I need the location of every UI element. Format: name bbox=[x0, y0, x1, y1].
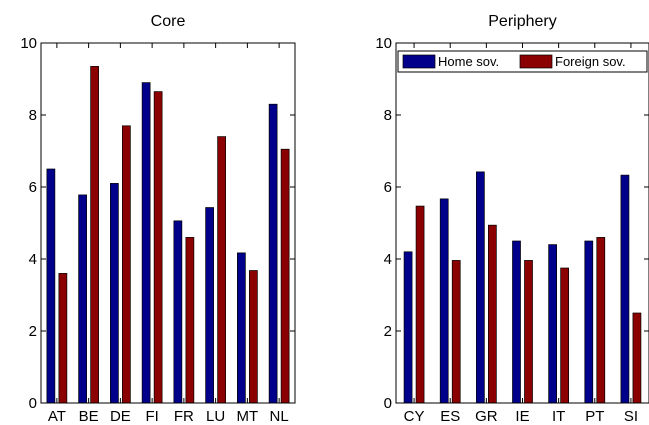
y-tick-label: 0 bbox=[384, 395, 392, 412]
y-tick-label: 6 bbox=[384, 179, 392, 196]
x-tick-label: ES bbox=[440, 408, 460, 425]
bar-at-series-2 bbox=[58, 273, 68, 404]
x-tick-label: PT bbox=[585, 408, 604, 425]
x-tick-label: SI bbox=[624, 408, 638, 425]
axes-frame bbox=[395, 42, 649, 404]
bar-lu-series-2 bbox=[217, 136, 226, 404]
legend: Home sov. Foreign sov. bbox=[397, 50, 648, 73]
bar-si-series-1 bbox=[620, 174, 630, 404]
bar-lu-series-1 bbox=[205, 207, 214, 404]
bar-be-series-1 bbox=[78, 194, 87, 404]
bar-ie-series-2 bbox=[524, 260, 533, 404]
y-tick-label: 10 bbox=[375, 35, 392, 52]
bar-fi-series-1 bbox=[141, 82, 151, 404]
bar-nl-series-1 bbox=[268, 103, 278, 404]
x-tick-label: NL bbox=[270, 408, 289, 425]
bar-pt-series-2 bbox=[596, 237, 606, 404]
bar-gr-series-1 bbox=[476, 171, 485, 404]
chart-title: Core bbox=[151, 13, 186, 30]
x-tick-label: BE bbox=[79, 408, 99, 425]
bar-es-series-2 bbox=[451, 260, 461, 404]
bar-it-series-1 bbox=[548, 244, 557, 404]
bar-de-series-1 bbox=[110, 183, 119, 404]
legend-label: Foreign sov. bbox=[555, 54, 626, 69]
chart-panel-core: Core AT BE DE FI FR LU MT NL 0 2 4 6 8 10 bbox=[20, 13, 296, 425]
y-tick-label: 2 bbox=[384, 323, 392, 340]
y-tick-label: 8 bbox=[384, 107, 392, 124]
legend-swatch bbox=[519, 54, 553, 69]
x-tick-label: AT bbox=[48, 408, 66, 425]
bar-cy-series-1 bbox=[403, 251, 413, 404]
chart-panel-periphery: Periphery CY ES GR IE IT PT SI 0 2 4 6 8 10 Home sov. F… bbox=[375, 13, 649, 425]
x-tick-label: FI bbox=[145, 408, 158, 425]
chart-title: Periphery bbox=[488, 13, 556, 30]
bar-fr-series-1 bbox=[173, 220, 183, 404]
bar-ie-series-1 bbox=[512, 240, 521, 404]
x-tick-label: IE bbox=[515, 408, 529, 425]
y-tick-label: 4 bbox=[384, 251, 392, 268]
x-tick-label: GR bbox=[475, 408, 498, 425]
y-tick-label: 4 bbox=[29, 251, 37, 268]
y-tick-label: 2 bbox=[29, 323, 37, 340]
bar-de-series-2 bbox=[122, 125, 131, 404]
bar-nl-series-2 bbox=[280, 148, 290, 404]
legend-swatch bbox=[402, 54, 436, 69]
x-tick-label: LU bbox=[206, 408, 225, 425]
legend-label: Home sov. bbox=[438, 54, 499, 69]
bar-si-series-2 bbox=[632, 312, 642, 404]
y-tick-label: 0 bbox=[29, 395, 37, 412]
x-tick-label: CY bbox=[404, 408, 425, 425]
x-tick-label: IT bbox=[552, 408, 565, 425]
y-tick-label: 6 bbox=[29, 179, 37, 196]
bar-fr-series-2 bbox=[185, 237, 195, 404]
bar-mt-series-1 bbox=[237, 252, 246, 404]
bar-mt-series-2 bbox=[249, 270, 258, 404]
y-tick-label: 10 bbox=[20, 35, 37, 52]
bar-cy-series-2 bbox=[415, 205, 425, 404]
bar-es-series-1 bbox=[439, 198, 449, 404]
y-tick-label: 8 bbox=[29, 107, 37, 124]
axes-frame bbox=[40, 42, 296, 404]
bar-fi-series-2 bbox=[153, 91, 163, 404]
bar-pt-series-1 bbox=[584, 240, 594, 404]
x-tick-label: DE bbox=[110, 408, 131, 425]
bar-it-series-2 bbox=[560, 267, 569, 404]
x-tick-label: FR bbox=[174, 408, 194, 425]
bar-gr-series-2 bbox=[488, 224, 497, 404]
bar-be-series-2 bbox=[90, 66, 99, 404]
bar-at-series-1 bbox=[46, 168, 56, 404]
x-tick-label: MT bbox=[237, 408, 259, 425]
